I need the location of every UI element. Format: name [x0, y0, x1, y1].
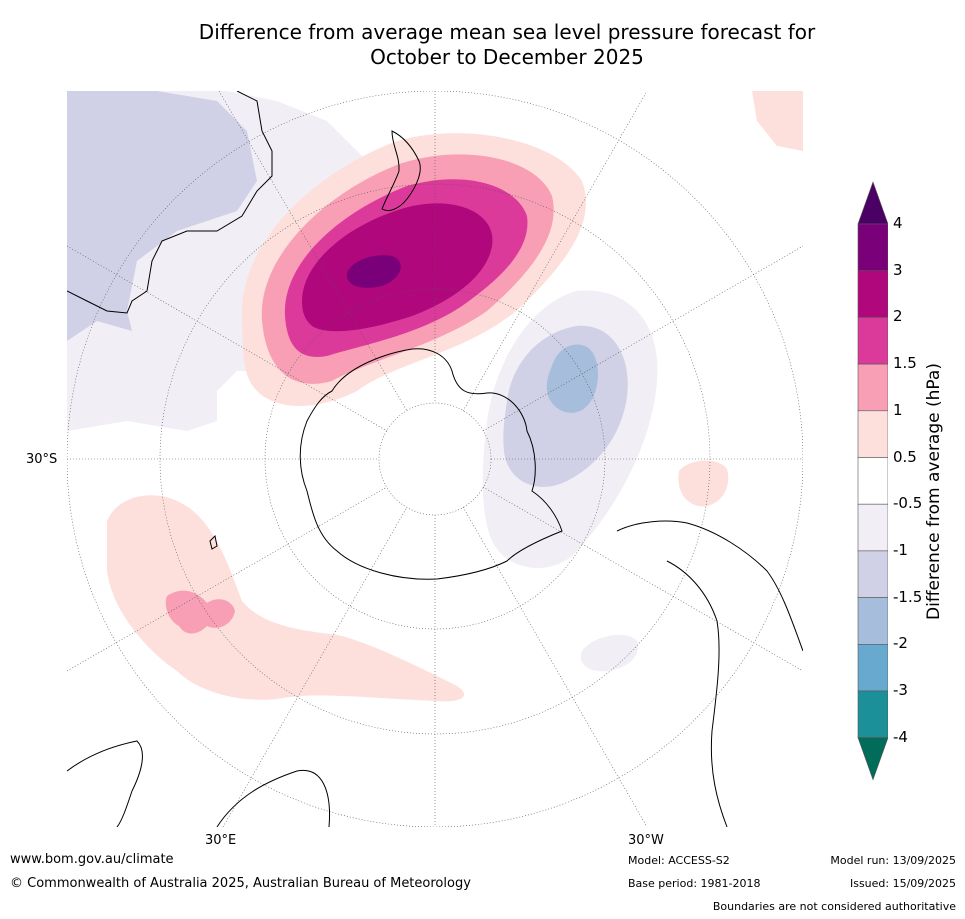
colorbar-tick-label: 3 [893, 260, 903, 279]
colorbar-tick-label: 1.5 [893, 354, 917, 373]
lon-label-30e: 30°E [205, 833, 237, 848]
colorbar-bin [857, 503, 888, 552]
anomaly-region-neg-indian [177, 351, 217, 431]
footer-model-run: Model run: 13/09/2025 [830, 854, 956, 867]
footer-issued: Issued: 15/09/2025 [849, 877, 956, 890]
footer-url: www.bom.gov.au/climate [10, 852, 174, 867]
colorbar-bin [857, 223, 888, 272]
anomaly-region-neg-south-pacific [580, 634, 638, 672]
title-line-1: Difference from average mean sea level p… [198, 20, 816, 44]
anomaly-region-pos-northeast [752, 91, 803, 151]
coastline-madagascar [209, 534, 218, 550]
colorbar-tick-label: -4 [893, 727, 908, 746]
coastline-africa [67, 740, 331, 827]
colorbar-bin [857, 597, 888, 645]
colorbar-bin [857, 550, 888, 598]
colorbar-tick-label: -3 [893, 681, 908, 699]
chart-title: Difference from average mean sea level p… [0, 20, 965, 70]
colorbar-tick-label: -1 [893, 540, 908, 559]
anomaly-region-pos-south-atlantic-1 [165, 590, 235, 634]
footer-disclaimer: Boundaries are not considered authoritat… [712, 900, 956, 913]
anomaly-region-neg-pacific-1.5 [546, 344, 599, 413]
title-line-2: October to December 2025 [370, 45, 644, 69]
anomaly-region-pos-nz-3 [346, 255, 401, 288]
colorbar-tick-label: 2 [893, 307, 903, 326]
colorbar-tick-label: -1.5 [893, 587, 923, 606]
coastline-australia [67, 91, 273, 314]
colorbar-tick-label: 0.5 [893, 447, 917, 466]
lon-label-30w: 30°W [628, 833, 664, 848]
colorbar-tick-label: -2 [893, 634, 908, 653]
colorbar-bin [857, 457, 888, 505]
coastline-antarctica [299, 348, 563, 580]
coastline-south-america [616, 520, 803, 827]
colorbar-bin [857, 737, 888, 781]
colorbar-bin [857, 410, 888, 458]
lat-label-30s: 30°S [26, 452, 58, 467]
coastline-new-zealand [381, 130, 421, 212]
footer-copyright: © Commonwealth of Australia 2025, Austra… [10, 876, 471, 891]
colorbar-bin [857, 317, 888, 365]
colorbar-bin [857, 363, 888, 412]
colorbar-tick-label: -0.5 [893, 494, 923, 513]
colorbar-tick-label: 4 [893, 214, 903, 232]
colorbar-title: Difference from average (hPa) [924, 363, 944, 620]
colorbar-bin [857, 643, 888, 692]
colorbar-bin [857, 270, 888, 318]
coastlines [67, 91, 803, 827]
footer-model: Model: ACCESS-S2 [628, 854, 730, 867]
polar-map [67, 91, 803, 827]
graticule [67, 91, 803, 827]
footer-base-period: Base period: 1981-2018 [628, 877, 761, 890]
colorbar [857, 181, 888, 781]
anomaly-region-pos-south-atlantic-0.5 [107, 495, 465, 702]
colorbar-bin [857, 181, 888, 225]
colorbar-tick-label: 1 [893, 400, 903, 419]
colorbar-bin [857, 690, 888, 739]
anomaly-region-pos-east-patch [678, 460, 729, 507]
